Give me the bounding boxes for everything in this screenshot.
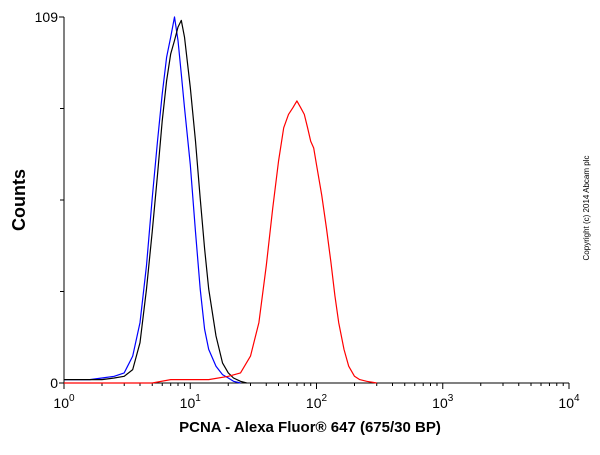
y-tick-label: 109 (35, 9, 59, 25)
x-tick-base: 10 (432, 395, 448, 411)
histogram-series-3 (64, 100, 377, 384)
x-tick-label: 101 (180, 393, 202, 411)
x-tick-exponent: 2 (322, 393, 328, 404)
x-tick-base: 10 (180, 395, 196, 411)
x-tick-exponent: 1 (195, 393, 201, 404)
x-axis-title: PCNA - Alexa Fluor® 647 (675/30 BP) (179, 419, 441, 436)
x-tick-exponent: 0 (69, 393, 75, 404)
x-tick-label: 104 (558, 393, 580, 411)
x-axis-ticks: 100 101 102 103 104 (53, 383, 580, 411)
x-tick-label: 102 (306, 393, 328, 411)
y-tick-label: 0 (50, 375, 58, 391)
x-tick-exponent: 3 (448, 393, 454, 404)
x-tick-base: 10 (558, 395, 574, 411)
x-tick-base: 10 (306, 395, 322, 411)
x-tick-label: 100 (53, 393, 75, 411)
x-tick-label: 103 (432, 393, 454, 411)
histogram-series-2 (64, 19, 247, 384)
x-tick-base: 10 (53, 395, 69, 411)
x-tick-exponent: 4 (574, 393, 580, 404)
y-axis-ticks: 0 109 (35, 9, 64, 391)
y-axis-title: Counts (9, 169, 29, 231)
histogram-series-1 (64, 16, 241, 384)
series-layer (64, 16, 377, 384)
copyright-text: Copyright (c) 2014 Abcam plc (582, 156, 591, 261)
